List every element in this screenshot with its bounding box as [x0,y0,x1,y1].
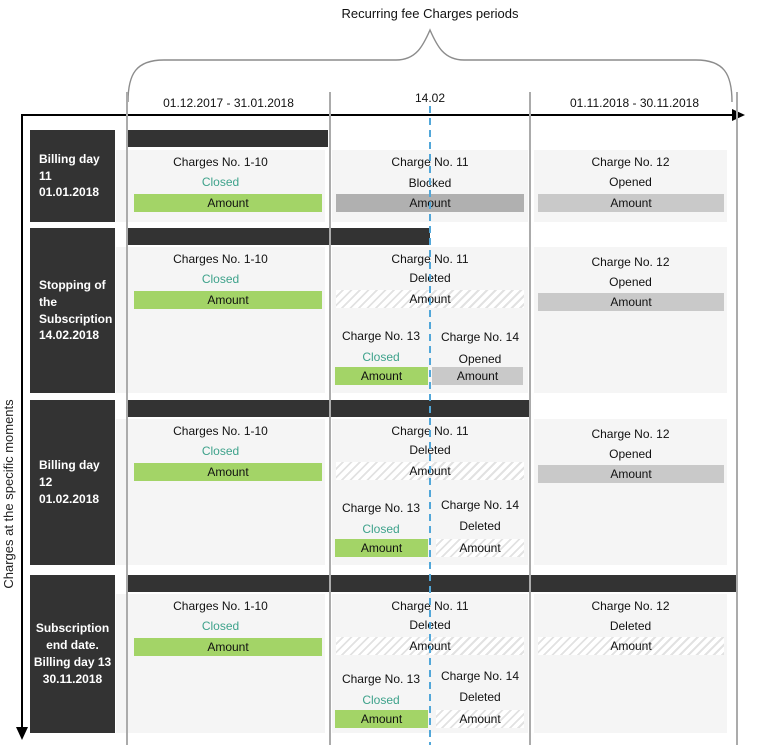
row-label-billing-day-11: Billing day 11 01.01.2018 [30,130,115,222]
period-label-middle: 14.02 [414,91,446,105]
period-label-left: 01.12.2017 - 31.01.2018 [163,96,294,110]
period-label-right: 01.11.2018 - 30.11.2018 [570,96,699,110]
amount-bar: Amount [436,539,524,557]
charge-title: Charge No. 13 [341,672,421,686]
diagram-title: Recurring fee Charges periods [341,6,519,21]
charge-title: Charges No. 1-10 [173,424,268,438]
amount-bar: Amount [335,367,428,385]
charge-title: Charges No. 1-10 [173,599,268,613]
cell-charges-1-10: Charges No. 1-10 Closed Amount [116,150,325,222]
column-separator [736,92,738,745]
column-separator [529,92,531,745]
column-separator [329,92,331,745]
charge-title: Charges No. 1-10 [173,252,268,266]
row-label-billing-day-12: Billing day 12 01.02.2018 [30,400,115,565]
charge-status: Closed [201,175,240,189]
charge-title: Charge No. 12 [591,427,670,441]
charge-status: Deleted [459,519,501,533]
row-2-period-bar [128,228,430,245]
moments-axis-arrow-icon [16,727,28,740]
charge-title: Charge No. 14 [440,330,520,344]
column-separator [126,92,128,745]
cell-charges-1-10: Charges No. 1-10 Closed Amount [116,594,325,733]
amount-bar: Amount [134,291,322,309]
cell-charge-12: Charge No. 12 Opened Amount [534,247,727,393]
charge-status: Opened [609,175,652,189]
amount-bar: Amount [134,638,322,656]
charge-status: Closed [201,444,240,458]
time-axis-line [21,114,733,116]
charge-status: Closed [201,272,240,286]
amount-bar: Amount [134,463,322,481]
charge-title: Charge No. 12 [591,599,670,613]
charge-status: Opened [609,275,652,289]
row-label-stopping-subscription: Stopping of the Subscription 14.02.2018 [30,228,115,393]
brace-shape [127,28,733,103]
row-4-period-bar [128,575,737,592]
charge-status: Deleted [609,619,652,633]
amount-bar: Amount [432,367,523,385]
charge-status: Closed [362,522,400,536]
charge-title: Charge No. 14 [440,498,520,512]
charge-status: Closed [362,350,400,364]
charge-status: Closed [201,619,240,633]
amount-bar: Amount [538,194,724,212]
cell-charge-12: Charge No. 12 Opened Amount [534,419,727,565]
charge-title: Charges No. 1-10 [173,155,268,169]
amount-bar: Amount [538,465,724,483]
moments-axis-line [21,114,23,728]
charge-status: Opened [458,352,502,366]
cell-charge-12: Charge No. 12 Opened Amount [534,150,727,222]
charge-status: Deleted [459,690,501,704]
time-axis-arrow-icon [732,109,745,121]
amount-bar: Amount [134,194,322,212]
amount-bar: Amount [335,539,428,557]
cell-charges-1-10: Charges No. 1-10 Closed Amount [116,247,325,393]
date-14-02-dashed-line [429,106,431,745]
amount-bar: Amount [335,710,428,728]
row-label-subscription-end: Subscription end date. Billing day 13 30… [30,575,115,733]
charge-title: Charge No. 14 [440,669,520,683]
cell-charge-12: Charge No. 12 Deleted Amount [534,594,727,733]
charge-title: Charge No. 13 [341,329,421,343]
charge-title: Charge No. 12 [591,255,670,269]
charge-status: Opened [609,447,652,461]
charge-title: Charge No. 13 [341,501,421,515]
amount-bar: Amount [538,637,724,655]
charge-status: Closed [362,693,400,707]
y-axis-label: Charges at the specific moments [1,399,16,589]
amount-bar: Amount [436,710,524,728]
amount-bar: Amount [538,293,724,311]
charge-title: Charge No. 12 [591,155,670,169]
cell-charges-1-10: Charges No. 1-10 Closed Amount [116,419,325,565]
row-1-period-bar [128,130,328,147]
